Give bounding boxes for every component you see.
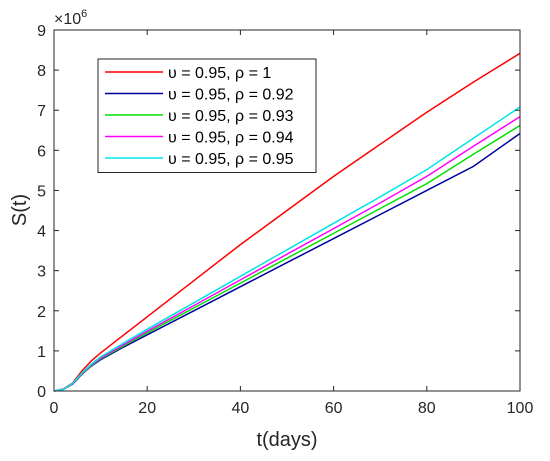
x-tick-label-5: 100 [507,400,534,417]
y-tick-label-8: 8 [37,63,46,80]
axes-box [53,29,521,392]
legend-entry-2: υ = 0.95, ρ = 0.92 [168,87,294,104]
legend: υ = 0.95, ρ = 1 υ = 0.95, ρ = 0.92 υ = 0.9… [97,58,317,173]
legend-entry-5: υ = 0.95, ρ = 0.95 [168,151,294,168]
x-tick-label-3: 60 [325,400,343,417]
x-tick-label-4: 80 [418,400,436,417]
legend-entry-1: υ = 0.95, ρ = 1 [168,65,271,82]
y-tick-label-5: 5 [37,183,46,200]
y-tick-label-0: 0 [37,384,46,401]
x-tick-label-0: 0 [50,400,59,417]
x-tick-label-1: 20 [138,400,156,417]
y-axis-label: S(t) [9,194,31,226]
y-tick-label-6: 6 [37,143,46,160]
series-line-1 [53,52,521,392]
y-multiplier: ×106 [54,8,87,28]
y-tick-label-7: 7 [37,103,46,120]
legend-entry-4: υ = 0.95, ρ = 0.94 [168,130,294,147]
y-tick-label-4: 4 [37,224,46,241]
y-tick-label-1: 1 [37,344,46,361]
legend-entry-3: υ = 0.95, ρ = 0.93 [168,108,294,125]
x-tick-label-2: 40 [232,400,250,417]
y-tick-label-3: 3 [37,264,46,281]
series-layer [53,52,521,392]
y-tick-label-9: 9 [37,23,46,40]
ticks-layer: 0 20 40 60 80 100 0 1 2 3 4 5 6 7 8 9 [37,23,533,417]
y-tick-label-2: 2 [37,304,46,321]
x-axis-label: t(days) [256,429,317,451]
series-line-5 [53,106,521,392]
